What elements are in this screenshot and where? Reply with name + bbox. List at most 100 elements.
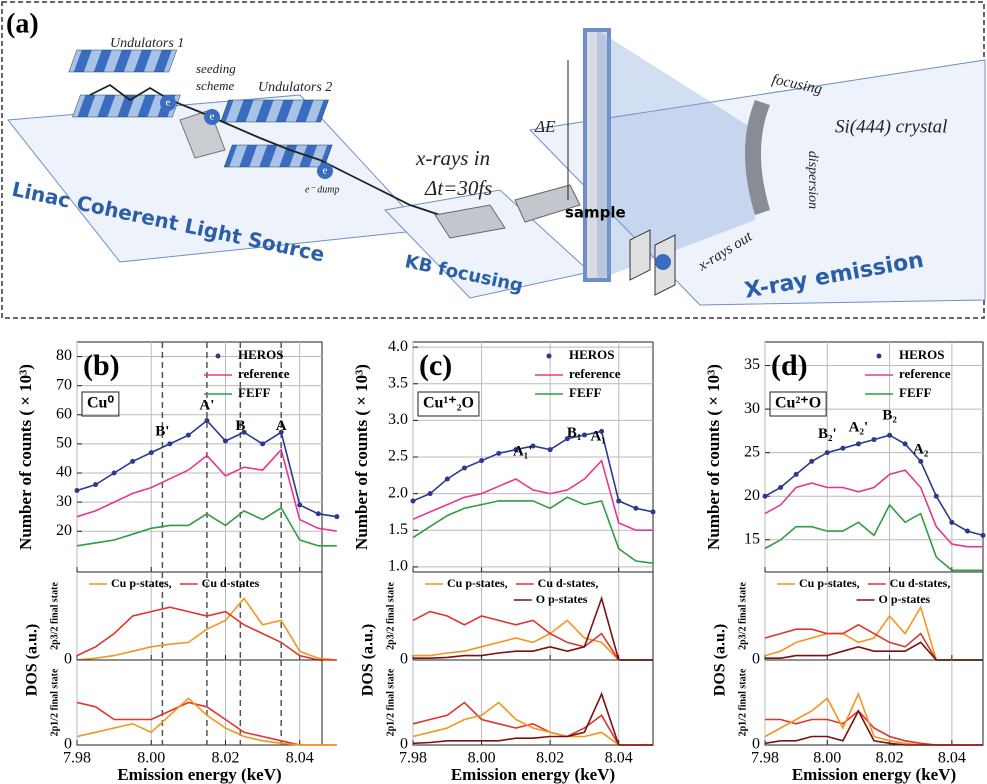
y-tick-label: 1.0 <box>388 558 408 575</box>
data-point <box>204 418 210 424</box>
schematic: (a) Undulators 1 seeding scheme Undulato… <box>1 1 986 319</box>
data-point <box>964 528 970 534</box>
x-tick-label: 8.02 <box>536 750 564 767</box>
series-line <box>76 448 337 532</box>
electron <box>160 95 176 111</box>
y-axis-label: 2p1/2 final state <box>385 668 396 736</box>
sample-box <box>769 391 827 417</box>
caption: Undulators 1 <box>110 36 184 51</box>
data-point <box>855 441 861 447</box>
annotation: A₁' <box>513 443 533 459</box>
series-line <box>412 701 653 746</box>
series-line <box>76 597 337 661</box>
series-line <box>764 691 983 746</box>
x-axis-label: Emission energy (keV) <box>117 765 281 784</box>
legend-label: Cu p-states, <box>111 576 172 590</box>
data-point <box>334 514 340 520</box>
data-point <box>167 441 173 447</box>
series-line <box>412 701 653 746</box>
sample-plate-1 <box>629 229 651 281</box>
y-tick-label: 50 <box>56 435 72 452</box>
sample-box <box>81 391 120 417</box>
series-line <box>412 496 654 564</box>
data-point <box>185 432 191 438</box>
series-line <box>764 709 983 746</box>
sample-label: Cu¹⁺₂O <box>423 395 474 412</box>
annotation: B <box>235 418 245 434</box>
y-axis-label: 2p3/2 final state <box>49 582 60 650</box>
data-point <box>278 429 284 435</box>
crystal <box>745 100 770 215</box>
x-axis-label: Emission energy (keV) <box>451 765 615 784</box>
y-tick-label: 35 <box>744 356 760 373</box>
annotation: A₂ <box>913 441 929 457</box>
y-tick-label: 40 <box>56 464 72 481</box>
panel-label: (a) <box>6 8 39 39</box>
data-point <box>93 482 99 488</box>
legend-label: Cu p-states, <box>447 576 508 590</box>
y-axis-label: Number of counts ( × 10³) <box>352 364 371 550</box>
x-tick-label: 8.04 <box>938 750 966 767</box>
series-line <box>764 434 984 537</box>
x-tick-label: 8.04 <box>605 750 633 767</box>
data-point <box>547 447 553 453</box>
data-point <box>949 519 955 525</box>
emission-fan <box>597 30 755 280</box>
x-tick-label: 7.98 <box>751 750 779 767</box>
y-tick-label: 3.0 <box>388 411 408 428</box>
data-point <box>427 491 433 497</box>
series-line <box>76 606 337 661</box>
legend-swatch <box>215 353 221 359</box>
x-tick-label: 8.04 <box>286 750 314 767</box>
series-line <box>413 595 653 661</box>
x-tick-label: 8.00 <box>813 750 841 767</box>
data-point <box>650 509 656 515</box>
legend-label: HEROS <box>238 347 284 362</box>
y-tick-label: 2.5 <box>388 448 408 465</box>
x-tick-label: 7.98 <box>63 750 91 767</box>
y-tick-label: 70 <box>56 376 72 393</box>
caption: x-rays in <box>415 146 490 170</box>
data-point <box>444 476 450 482</box>
data-point <box>513 447 519 453</box>
data-point <box>530 443 536 449</box>
data-point <box>241 429 247 435</box>
y-axis-label: 2p1/2 final state <box>49 668 60 736</box>
plot-frame <box>76 659 323 746</box>
caption: Undulators 2 <box>258 80 332 95</box>
data-point <box>918 458 924 464</box>
y-tick-label: 25 <box>744 443 760 460</box>
sample-box <box>417 391 480 417</box>
electron <box>317 163 333 179</box>
y-axis-label: DOS (a.u.) <box>712 624 729 696</box>
data-point <box>581 432 587 438</box>
series-line <box>413 619 653 661</box>
data-point <box>933 493 939 499</box>
legend-label: reference <box>569 366 621 381</box>
legend-swatch <box>876 353 882 359</box>
data-point <box>980 532 986 538</box>
data-point <box>479 458 485 464</box>
caption: Δt=30fs <box>424 176 492 200</box>
legend-label: FEFF <box>569 385 602 400</box>
data-point <box>461 465 467 471</box>
series-line <box>76 506 337 547</box>
series-line <box>765 641 983 661</box>
data-point <box>762 493 768 499</box>
data-point <box>824 450 830 456</box>
electron <box>204 109 220 125</box>
y-tick-label: 30 <box>56 493 72 510</box>
y-tick-label: 0 <box>752 651 760 668</box>
data-point <box>130 458 136 464</box>
caption: sample <box>565 204 626 222</box>
legend-label: reference <box>238 366 290 381</box>
annotation: A' <box>199 397 214 413</box>
y-tick-label: 0 <box>400 651 408 668</box>
y-tick-label: 60 <box>56 405 72 422</box>
y-tick-label: 0 <box>752 736 760 753</box>
series-line <box>76 697 337 746</box>
caption: e⁻ dump <box>305 184 339 195</box>
detector <box>583 28 611 282</box>
panel-label: (d) <box>771 349 808 382</box>
